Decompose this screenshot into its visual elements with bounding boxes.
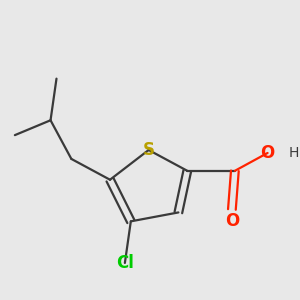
Text: O: O [225,212,239,230]
Text: Cl: Cl [116,254,134,272]
Text: S: S [143,141,155,159]
Text: O: O [260,144,275,162]
Text: H: H [288,146,299,160]
